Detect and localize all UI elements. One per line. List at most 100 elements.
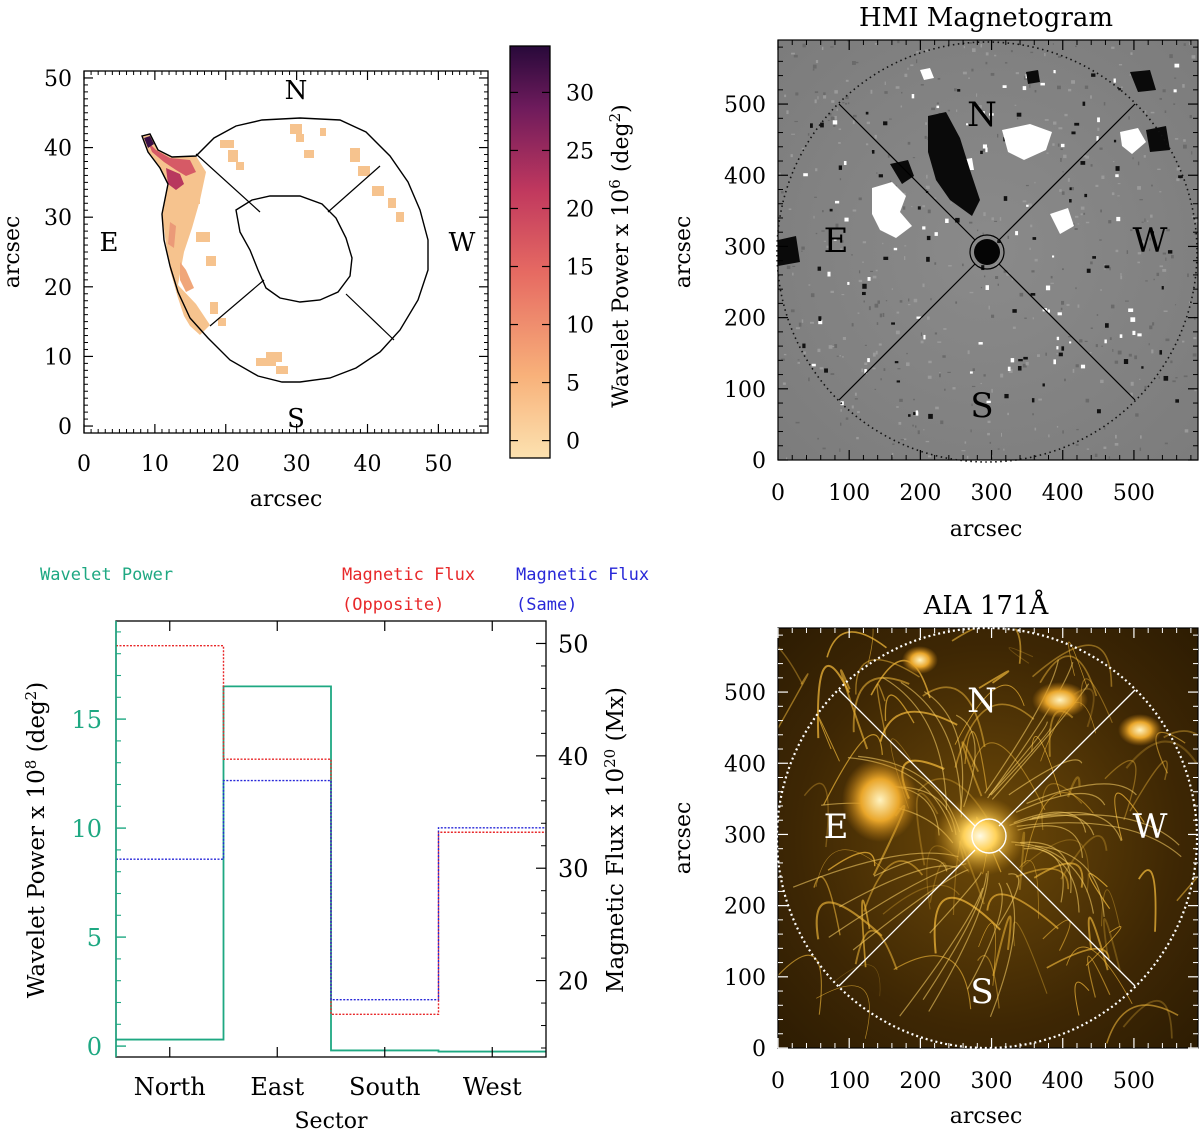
x-tick-label: 20 <box>212 452 240 477</box>
aia-loop <box>1101 889 1121 928</box>
hmi-speckle <box>851 254 853 256</box>
hmi-speckle <box>1162 89 1166 93</box>
hmi-magnetic-element <box>1104 339 1107 344</box>
hmi-speckle <box>1096 314 1099 316</box>
hmi-speckle <box>927 375 932 379</box>
hmi-magnetic-element <box>1026 204 1029 207</box>
y-tick-label: 100 <box>724 966 766 991</box>
hmi-speckle <box>778 172 781 177</box>
hmi-frame <box>777 39 1199 461</box>
hmi-sector-north: N <box>967 95 997 135</box>
right-tick-label: 30 <box>558 855 589 883</box>
hmi-speckle <box>1189 115 1192 119</box>
hmi-magnetic-element <box>1047 309 1051 313</box>
wavelet-power-patches <box>142 124 404 374</box>
hmi-speckle <box>814 196 817 198</box>
hmi-speckle <box>896 311 900 314</box>
hmi-speckle <box>1012 326 1016 329</box>
hmi-speckle <box>803 351 806 355</box>
x-tick-label: 30 <box>283 452 311 477</box>
hmi-speckle <box>1019 292 1024 297</box>
hmi-speckle <box>1112 348 1114 352</box>
left-tick-label: 15 <box>71 706 102 734</box>
y-tick-label: 50 <box>44 67 72 92</box>
aia-fan-loop <box>1009 814 1095 836</box>
hmi-speckle <box>983 212 986 217</box>
hmi-speckle <box>874 303 879 308</box>
hmi-magnetic-element <box>926 256 930 262</box>
hmi-speckle <box>831 345 835 348</box>
hmi-magnetic-element <box>878 174 883 178</box>
hmi-speckle <box>1169 54 1173 59</box>
hmi-speckle <box>1066 303 1070 306</box>
hmi-speckle <box>1126 250 1129 254</box>
hmi-speckle <box>839 355 842 357</box>
hmi-speckle <box>1057 143 1060 147</box>
hmi-speckle <box>1108 456 1111 459</box>
hmi-speckle <box>1128 116 1130 120</box>
hmi-speckle <box>1050 275 1053 279</box>
hmi-speckle <box>1028 203 1032 207</box>
hmi-spot-circle <box>969 234 1005 270</box>
hmi-speckle <box>1094 453 1098 457</box>
hmi-speckle <box>842 356 844 358</box>
hmi-speckle <box>1183 139 1186 142</box>
hmi-magnetic-element <box>1007 366 1011 372</box>
x-tick-label: 400 <box>1042 481 1084 506</box>
hmi-speckle <box>907 67 909 70</box>
hmi-speckle <box>967 350 970 355</box>
aia-loop <box>861 899 871 968</box>
hmi-magnetic-element <box>862 283 867 289</box>
hmi-speckle <box>928 360 932 364</box>
hmi-magnetic-element <box>843 161 847 166</box>
hmi-speckle <box>854 392 857 396</box>
aia-171-panel: AIA 171Å N E S W 0 100 200 300 400 500 0 100 200… <box>671 589 1199 1129</box>
x-tick-label: 50 <box>424 452 452 477</box>
hmi-speckle <box>1095 344 1098 348</box>
hmi-speckle <box>889 180 892 183</box>
hmi-speckle <box>1111 46 1115 49</box>
hmi-speckle <box>845 96 849 100</box>
aia-image <box>778 628 1198 1048</box>
hmi-speckle <box>813 215 815 219</box>
hmi-magnetic-element <box>1091 73 1096 77</box>
hmi-speckle <box>1182 340 1185 343</box>
aia-fan-loop <box>1029 814 1180 846</box>
high-power-ridge <box>148 142 196 176</box>
hmi-speckle <box>892 443 895 445</box>
hmi-speckle <box>884 91 888 94</box>
hmi-speckle <box>1022 200 1027 203</box>
hmi-speckle <box>1079 339 1083 343</box>
hmi-speckle <box>1090 261 1093 265</box>
hmi-magnetic-element <box>818 316 822 322</box>
hmi-speckle <box>1139 447 1142 451</box>
hmi-speckle <box>913 398 915 401</box>
hmi-speckle <box>1062 268 1064 271</box>
hmi-speckle <box>907 141 911 145</box>
aia-loop <box>778 673 809 730</box>
hmi-field-speckle <box>778 40 1198 460</box>
hmi-speckle <box>969 291 974 294</box>
aia-ylabel: arcsec <box>671 802 696 875</box>
hmi-speckle <box>971 403 973 407</box>
hmi-speckle <box>920 340 924 344</box>
x-tick-label: 0 <box>77 452 91 477</box>
hmi-speckle <box>1010 50 1013 53</box>
hmi-speckle <box>877 300 881 304</box>
hmi-speckle <box>964 441 967 444</box>
colorbar-tick-label: 30 <box>566 81 594 106</box>
hmi-speckle <box>1101 175 1105 180</box>
hmi-magnetic-element <box>981 265 985 271</box>
hmi-speckle <box>1011 278 1014 281</box>
hmi-speckle <box>1141 221 1144 223</box>
aia-loop <box>922 686 986 748</box>
hmi-speckle <box>991 454 993 458</box>
hmi-speckle <box>1086 448 1090 450</box>
hmi-magnetic-element <box>871 150 875 154</box>
hmi-magnetic-element <box>838 165 843 170</box>
aia-loop <box>876 683 887 737</box>
aia-loop <box>1125 740 1198 769</box>
hmi-speckle <box>980 43 983 48</box>
hmi-speckle <box>1097 127 1100 131</box>
aia-fan-loop <box>1026 783 1137 804</box>
